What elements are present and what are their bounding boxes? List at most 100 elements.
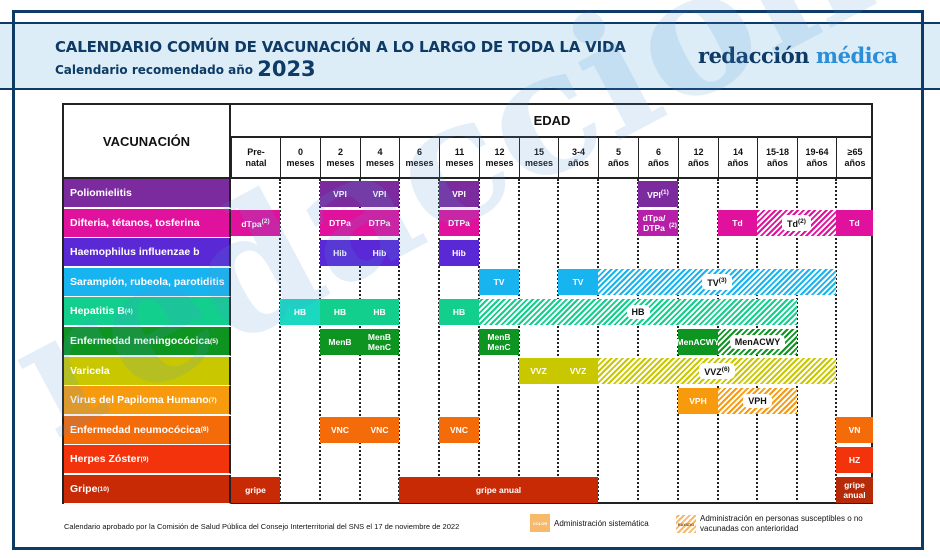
- vaccine-dose: DTPa: [360, 210, 399, 237]
- age-column-header: 6 meses: [399, 138, 439, 177]
- dose-label: Hib: [333, 248, 347, 258]
- dose-text: VPI: [372, 188, 387, 199]
- vaccine-dose: TV: [479, 269, 519, 296]
- dose-label: VVZ: [570, 366, 587, 376]
- age-value: 0: [297, 146, 303, 157]
- vaccine-name: Herpes Zóster: [70, 453, 141, 466]
- page-frame: [12, 10, 924, 550]
- dose-text: Td: [787, 219, 799, 230]
- header-divider: [64, 177, 873, 179]
- dose-text: gripe anual: [843, 479, 866, 500]
- dose-label: dTpa(2): [241, 217, 269, 229]
- dose-label: VPI: [373, 189, 387, 199]
- dose-text: HB: [333, 306, 347, 317]
- vaccine-dose: VVZ: [558, 358, 598, 385]
- column-divider: [835, 179, 837, 504]
- vaccine-name: Difteria, tétanos, tosferina: [70, 216, 200, 229]
- column-divider: [518, 179, 520, 504]
- dose-label: HB: [334, 307, 346, 317]
- dose-text: TV: [707, 278, 719, 289]
- age-value: 15-18: [765, 146, 790, 157]
- age-column-header: 0 meses: [280, 138, 320, 177]
- dose-text: MenACWY: [734, 336, 781, 347]
- vaccine-dose: MenB MenC: [360, 328, 399, 355]
- vaccine-row-label: Enfermedad meningocócica (5): [64, 327, 231, 356]
- dose-label: MenB MenC: [365, 332, 395, 352]
- dose-label: TV: [494, 277, 505, 287]
- column-divider: [438, 179, 440, 504]
- age-unit: años: [806, 157, 828, 168]
- age-value: 6: [655, 146, 661, 157]
- vaccine-row-label: Poliomielitis: [64, 179, 231, 208]
- age-value: 12: [494, 146, 505, 157]
- dose-label: Td: [732, 218, 742, 228]
- dose-label: gripe anual: [840, 480, 870, 500]
- dose-text: Td: [849, 218, 860, 229]
- vaccine-dose: VNC: [439, 417, 479, 444]
- dose-label: VVZ(6): [699, 363, 735, 380]
- vaccine-name: Gripe: [70, 483, 98, 495]
- age-unit: años: [727, 157, 749, 168]
- vaccine-dose: HZ: [836, 446, 873, 473]
- age-column-header: 6 años: [638, 138, 678, 177]
- page-title: CALENDARIO COMÚN DE VACUNACIÓN A LO LARG…: [55, 38, 626, 56]
- vaccine-row-label: Virus del Papiloma Humano (7): [64, 386, 231, 416]
- vaccine-row-label: Difteria, tétanos, tosferina: [64, 208, 231, 238]
- age-column-header: Pre-natal: [231, 138, 280, 177]
- dose-label: DTPa: [369, 218, 391, 228]
- dose-text: VVZ: [530, 366, 547, 377]
- vaccine-dose: VPI: [360, 180, 399, 207]
- dose-text: VPH: [748, 395, 767, 406]
- dose-label: HB: [373, 307, 385, 317]
- footnote-marker: (9): [140, 455, 149, 463]
- age-unit: meses: [326, 157, 355, 168]
- vaccine-dose: VPH: [678, 387, 718, 414]
- vaccine-name: Haemophilus influenzae b: [70, 246, 200, 259]
- age-unit: años: [766, 157, 788, 168]
- vaccine-dose: HB: [280, 298, 320, 325]
- dose-text: TV: [493, 277, 505, 288]
- approval-note: Calendario aprobado por la Comisión de S…: [64, 522, 460, 531]
- dose-label: MenACWY: [729, 334, 786, 349]
- age-column-header: 12 años: [678, 138, 718, 177]
- column-divider: [796, 179, 798, 504]
- vaccine-dose: gripe: [231, 476, 280, 503]
- age-value: 15: [533, 146, 544, 157]
- age-value: 11: [454, 146, 465, 157]
- age-unit: años: [647, 157, 669, 168]
- dose-text: MenB MenC: [487, 331, 511, 352]
- dose-text: dTpa/ DTPa: [642, 213, 666, 234]
- column-divider: [279, 179, 281, 504]
- vaccine-dose: HB: [320, 298, 360, 325]
- age-column-header: 19-64 años: [797, 138, 836, 177]
- dose-text: DTPa: [448, 218, 470, 229]
- vaccine-dose: Hib: [439, 239, 479, 266]
- vaccine-row-label: Herpes Zóster (9): [64, 445, 231, 475]
- vaccine-dose-catchup: VPH: [718, 387, 797, 414]
- dose-label: VNC: [450, 425, 468, 435]
- vaccine-dose: HB: [360, 298, 399, 325]
- dose-label: DTPa: [329, 218, 351, 228]
- dose-text: VNC: [370, 425, 389, 436]
- dose-text: dTpa: [241, 219, 262, 229]
- footnote-marker: (3): [718, 277, 727, 285]
- dose-text: HB: [631, 306, 645, 317]
- dose-text: HZ: [848, 454, 861, 465]
- footnote-marker: (10): [97, 485, 109, 493]
- vaccine-dose: gripe anual: [836, 476, 873, 503]
- dose-label: HB: [294, 307, 306, 317]
- vaccine-dose-catchup: HB: [479, 298, 797, 325]
- age-unit: meses: [524, 157, 554, 168]
- legend-color-swatch: COLOR: [530, 514, 550, 532]
- age-value: 2: [337, 146, 343, 157]
- dose-label: DTPa: [448, 218, 470, 228]
- dose-text: VNC: [331, 425, 349, 436]
- vaccine-dose: DTPa: [320, 210, 360, 237]
- age-column-header: 11 meses: [439, 138, 479, 177]
- dose-label: dTpa/ DTPa (2): [639, 213, 677, 233]
- dose-text: MenACWY: [676, 336, 720, 347]
- dose-text: VNC: [450, 425, 468, 436]
- age-unit: natal: [245, 157, 267, 168]
- age-column-header: 5 años: [598, 138, 638, 177]
- vaccine-dose: MenACWY: [676, 328, 720, 355]
